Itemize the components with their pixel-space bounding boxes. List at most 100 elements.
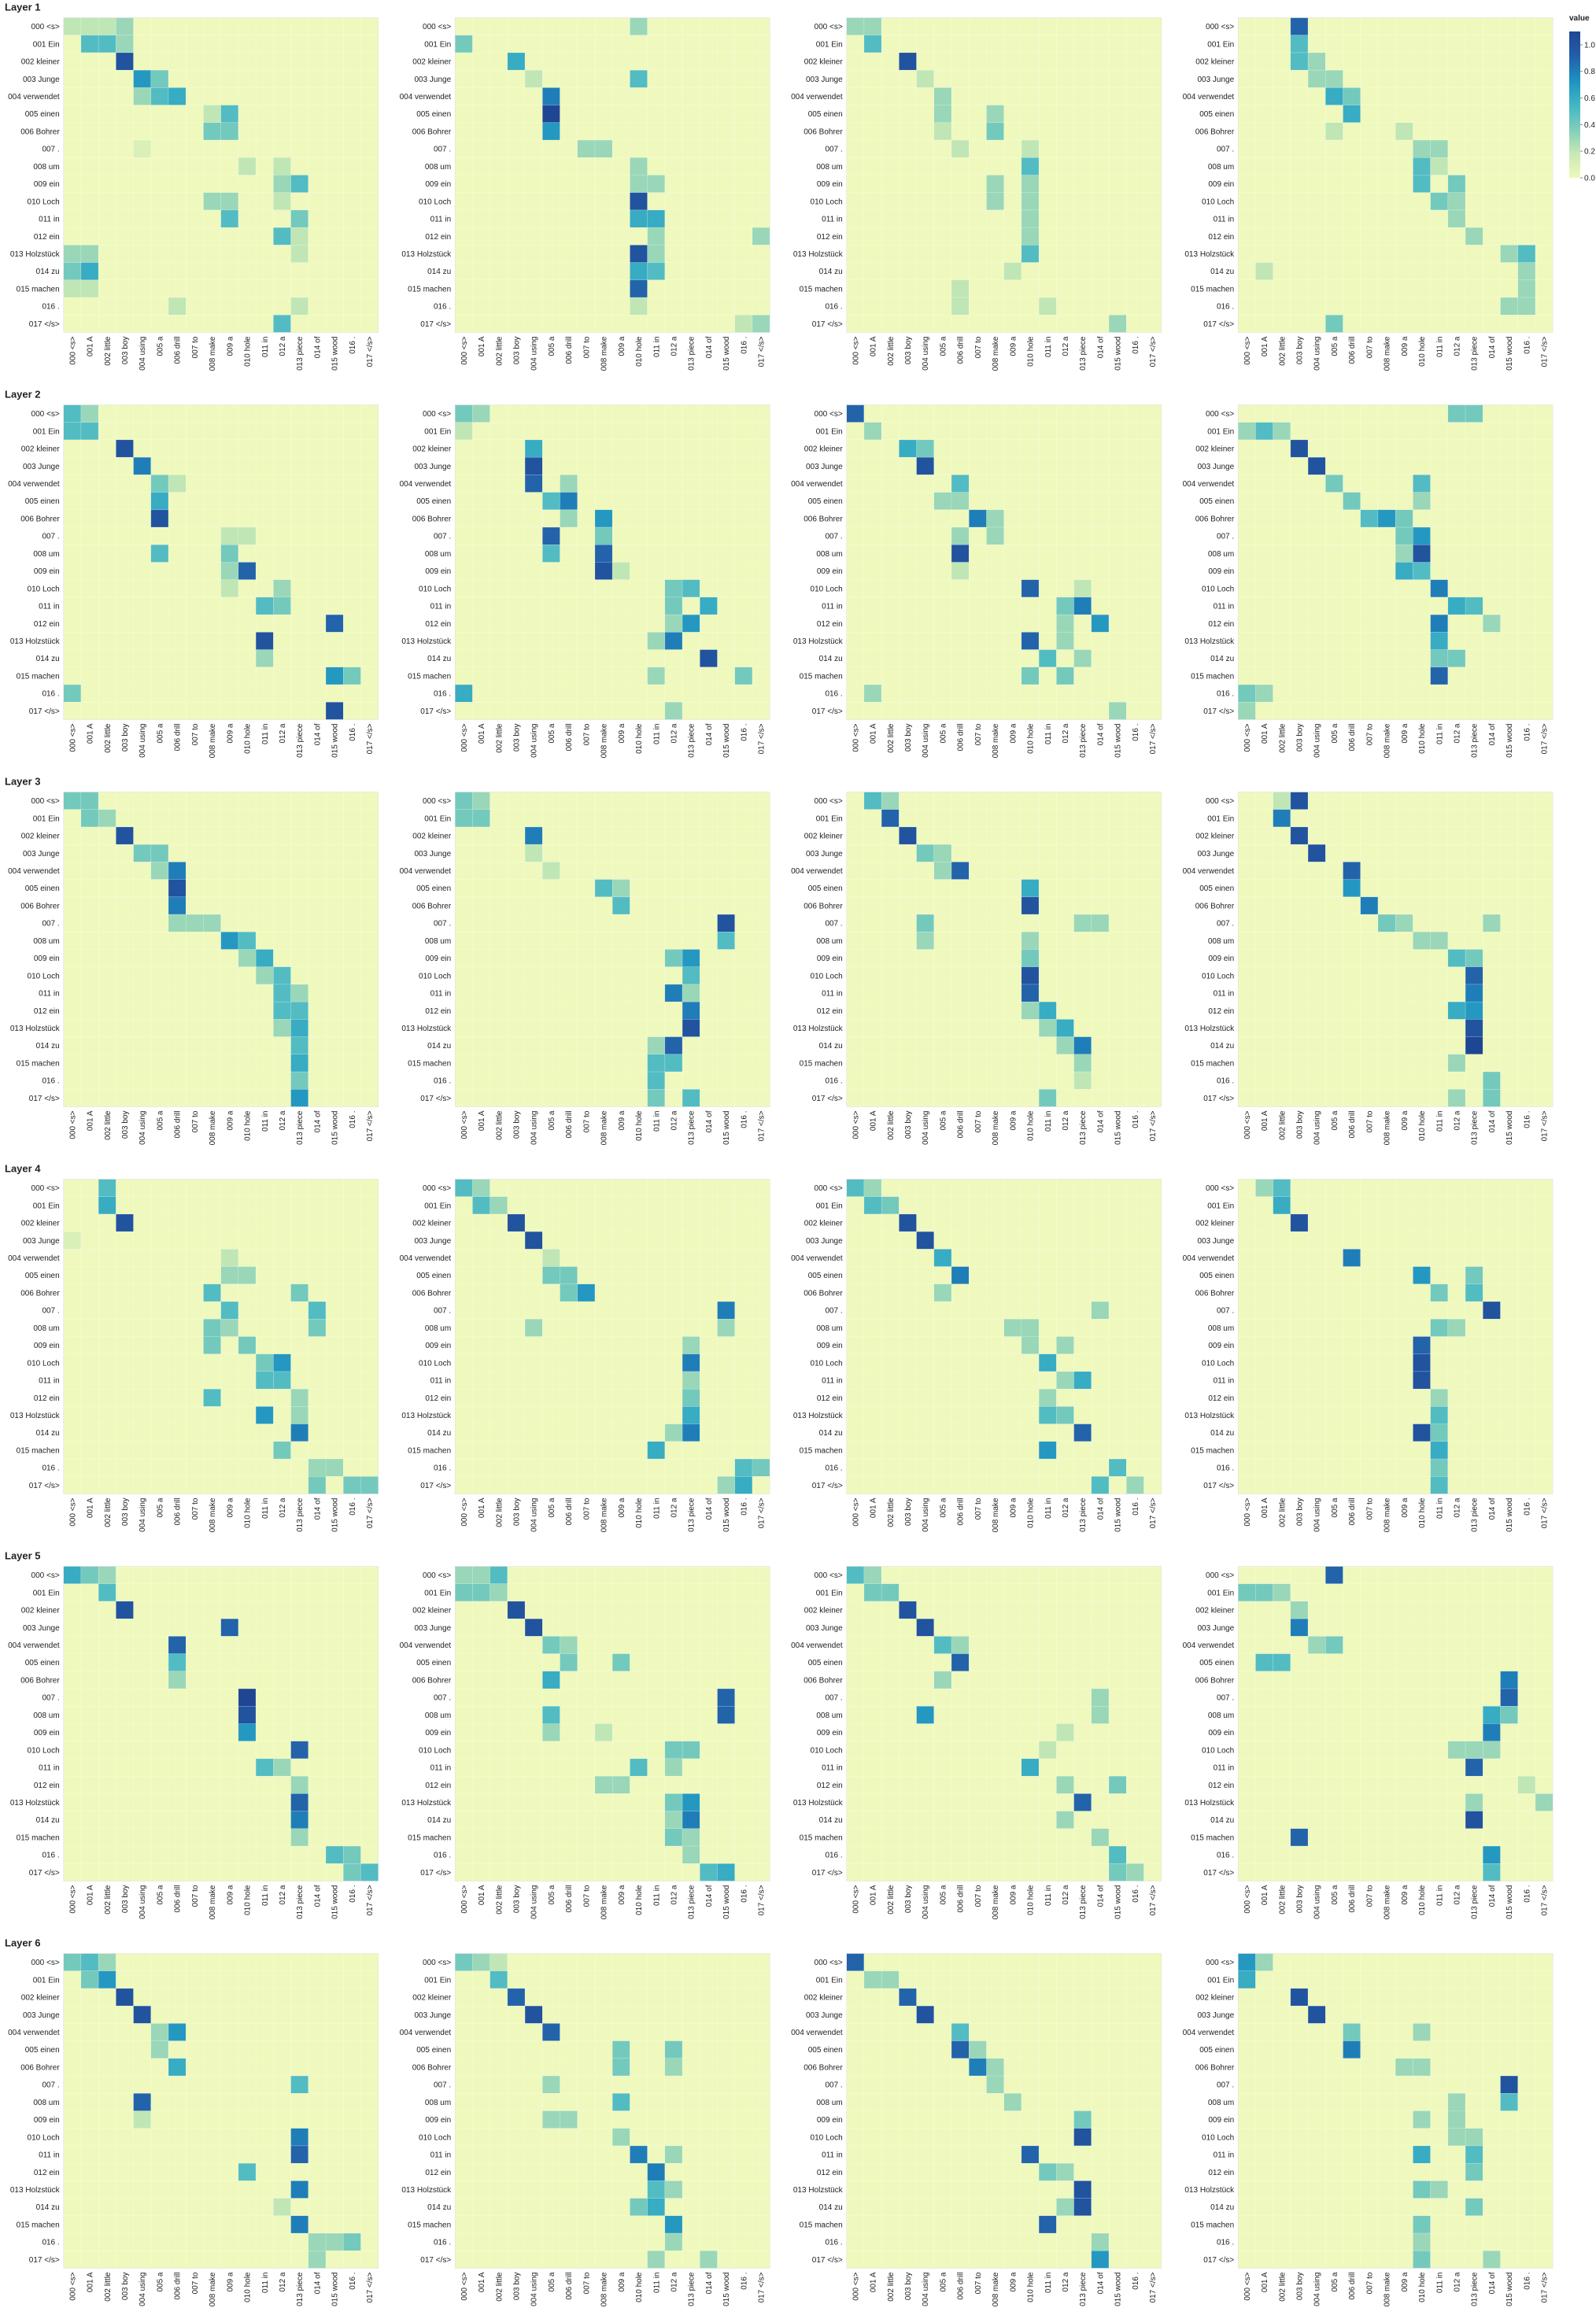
x-tick-label: 008 make (600, 1110, 609, 1145)
cell (1465, 475, 1483, 492)
y-tick-label: 011 in (1214, 216, 1235, 224)
cell (490, 545, 508, 562)
cell (186, 810, 203, 827)
cell (1273, 405, 1291, 423)
cell (752, 897, 770, 914)
cell (1092, 35, 1109, 53)
cell (508, 914, 525, 932)
cell (899, 53, 916, 70)
cell (472, 53, 490, 70)
cell (1273, 862, 1291, 879)
cell (1448, 18, 1465, 35)
cell (291, 193, 308, 210)
cell (525, 457, 542, 475)
cell (116, 123, 133, 140)
cell (595, 650, 612, 667)
cell (81, 914, 98, 932)
y-tick-label: 012 ein (1208, 1007, 1234, 1016)
cell (718, 880, 735, 897)
cell (951, 18, 969, 35)
cell (1308, 545, 1325, 562)
cell (682, 1354, 700, 1372)
cell (1325, 615, 1343, 632)
cell (1483, 580, 1500, 597)
cell (735, 193, 752, 210)
cell (1535, 123, 1553, 140)
cell (134, 862, 151, 879)
cell (273, 615, 290, 632)
cell (490, 1019, 508, 1036)
cell (1291, 967, 1308, 984)
cell (472, 193, 490, 210)
cell (525, 1337, 542, 1354)
cell (560, 615, 578, 632)
cell (168, 157, 186, 175)
cell (203, 862, 220, 879)
cell (951, 53, 969, 70)
cell (81, 1302, 98, 1319)
cell (542, 175, 560, 193)
cell (98, 1232, 116, 1249)
cell (542, 315, 560, 332)
cell (343, 702, 360, 719)
cell (542, 632, 560, 649)
cell (168, 1406, 186, 1424)
cell (969, 405, 986, 423)
cell (326, 1197, 343, 1214)
cell (308, 880, 326, 897)
cell (64, 1002, 81, 1019)
cell (508, 70, 525, 87)
cell (752, 457, 770, 475)
cell (1291, 862, 1308, 879)
cell (186, 315, 203, 332)
cell (864, 650, 881, 667)
y-tick-label: 001 Ein (33, 427, 60, 436)
cell (542, 702, 560, 719)
cell (1004, 932, 1022, 949)
cell (899, 580, 916, 597)
x-tick-label: 017 </s> (366, 1110, 375, 1141)
cell (752, 597, 770, 615)
cell (455, 827, 472, 844)
cell (308, 527, 326, 545)
cell (630, 1337, 647, 1354)
cell (1501, 702, 1518, 719)
cell (1465, 227, 1483, 245)
cell (308, 702, 326, 719)
cell (934, 950, 951, 967)
cell (560, 897, 578, 914)
cell (1291, 1054, 1308, 1072)
cell (665, 1302, 682, 1319)
x-tick-label: 008 make (209, 336, 217, 371)
cell (134, 87, 151, 105)
cell (700, 1019, 717, 1036)
cell (665, 423, 682, 440)
cell (612, 227, 630, 245)
cell (700, 280, 717, 297)
y-tick-label: 012 ein (34, 620, 60, 629)
x-tick-label: 005 a (156, 1110, 164, 1130)
cell (1039, 105, 1056, 123)
cell (238, 510, 256, 527)
cell (1465, 297, 1483, 315)
cell (1343, 967, 1361, 984)
cell (490, 193, 508, 210)
cell (168, 844, 186, 862)
cell (186, 1354, 203, 1372)
cell (186, 897, 203, 914)
cell (455, 862, 472, 879)
cell (700, 792, 717, 810)
cell (508, 210, 525, 227)
cell (718, 810, 735, 827)
cell (81, 702, 98, 719)
cell (291, 280, 308, 297)
cell (1325, 1019, 1343, 1036)
cell (1325, 1002, 1343, 1019)
cell (969, 792, 986, 810)
cell (1255, 527, 1273, 545)
cell (560, 545, 578, 562)
cell (1501, 1037, 1518, 1054)
cell (343, 1054, 360, 1072)
cell (98, 792, 116, 810)
cell (1465, 35, 1483, 53)
